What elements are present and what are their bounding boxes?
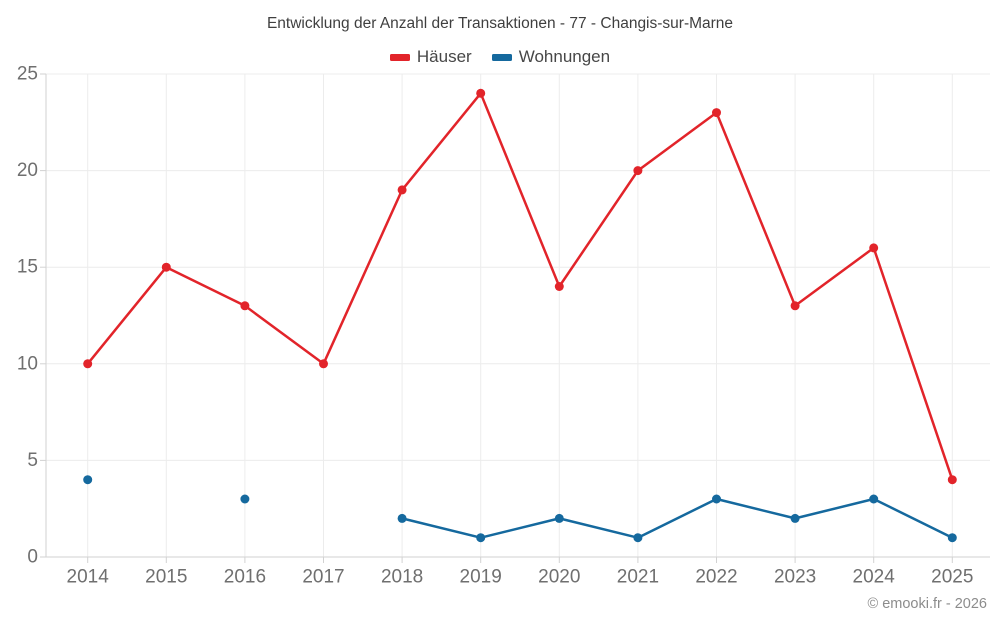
data-point-hauser-2019[interactable]	[476, 88, 486, 98]
legend-label-hauser: Häuser	[416, 47, 472, 66]
x-tick-label: 2021	[617, 567, 659, 588]
y-tick-label: 0	[27, 547, 38, 568]
x-tick-label: 2025	[931, 567, 973, 588]
data-point-hauser-2022[interactable]	[712, 108, 721, 118]
legend-label-wohnungen: Wohnungen	[518, 47, 611, 66]
data-point-hauser-2016[interactable]	[240, 301, 250, 311]
wohnungen-series-swatch-icon	[491, 53, 512, 61]
legend-item-hauser[interactable]: Häuser	[389, 46, 472, 68]
data-point-hauser-2021[interactable]	[633, 166, 643, 176]
series-line-wohnungen	[400, 497, 954, 539]
x-tick-label: 2023	[774, 567, 816, 588]
copyright-text: © emooki.fr - 2026	[867, 596, 987, 612]
x-tick-label: 2016	[224, 567, 266, 588]
chart-title: Entwicklung der Anzahl der Transaktionen…	[266, 15, 734, 32]
data-point-wohnungen-2023[interactable]	[790, 513, 800, 523]
data-point-wohnungen-2020[interactable]	[554, 513, 564, 523]
series-line-hauser	[86, 92, 954, 481]
data-point-wohnungen-2016[interactable]	[240, 494, 250, 504]
data-point-wohnungen-2022[interactable]	[712, 494, 721, 504]
x-tick-label: 2022	[695, 567, 737, 588]
y-tick-label: 20	[17, 160, 38, 181]
x-tick-label: 2019	[460, 567, 502, 588]
data-point-hauser-2023[interactable]	[790, 301, 800, 311]
data-point-hauser-2014[interactable]	[83, 359, 93, 369]
x-tick-label: 2015	[145, 567, 187, 588]
x-tick-label: 2024	[853, 567, 896, 588]
x-tick-label: 2014	[67, 567, 110, 588]
chart-legend: Häuser Wohnungen	[0, 46, 1000, 68]
y-tick-label: 15	[17, 257, 38, 278]
data-point-hauser-2018[interactable]	[397, 185, 407, 195]
data-point-wohnungen-2024[interactable]	[869, 494, 879, 504]
y-tick-label: 25	[17, 64, 38, 85]
x-tick-label: 2017	[302, 567, 344, 588]
y-tick-label: 5	[27, 450, 38, 471]
data-point-wohnungen-2018[interactable]	[397, 513, 407, 523]
data-point-hauser-2017[interactable]	[319, 359, 328, 369]
data-point-hauser-2025[interactable]	[947, 475, 957, 485]
data-point-hauser-2020[interactable]	[554, 282, 564, 291]
x-tick-label: 2018	[381, 567, 423, 588]
hauser-series-swatch-icon	[389, 53, 410, 61]
x-tick-label: 2020	[538, 567, 580, 588]
data-point-hauser-2015[interactable]	[161, 262, 171, 272]
data-point-hauser-2024[interactable]	[869, 243, 879, 253]
data-point-wohnungen-2014[interactable]	[83, 475, 93, 485]
data-point-wohnungen-2021[interactable]	[633, 533, 643, 543]
data-point-wohnungen-2025[interactable]	[947, 533, 957, 543]
data-point-wohnungen-2019[interactable]	[476, 533, 486, 543]
legend-item-wohnungen[interactable]: Wohnungen	[491, 46, 611, 68]
y-tick-label: 10	[17, 353, 38, 374]
